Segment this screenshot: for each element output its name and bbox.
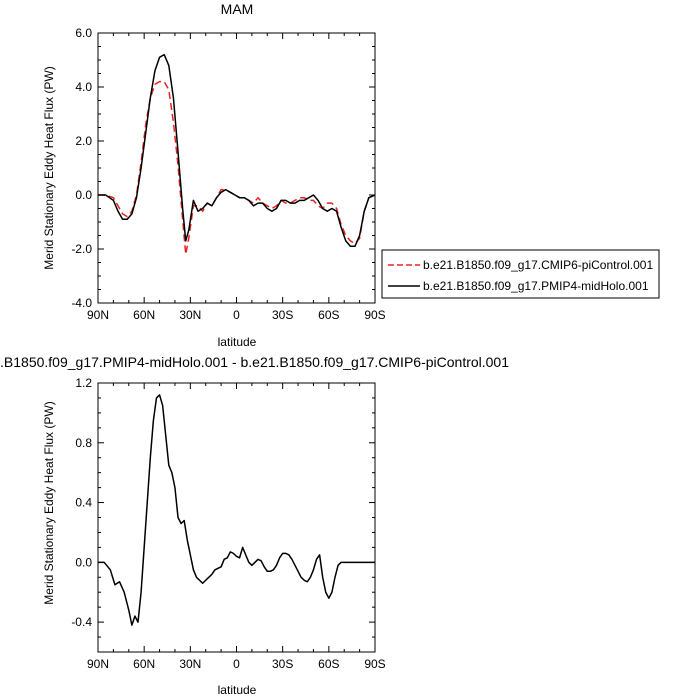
bottom-x-tick-label: 90N — [87, 657, 109, 671]
top-y-tick-label: 2.0 — [75, 134, 92, 148]
bottom-y-tick-label: 0.8 — [75, 436, 92, 450]
top-x-tick-label: 90N — [87, 308, 109, 322]
top-chart-title: MAM — [221, 1, 254, 17]
legend-box — [381, 249, 660, 299]
bottom-plot-area: 90N 60N 30N 0 30S 60S 90S -0.4 0.0 0.4 0.8 1.2 — [71, 376, 385, 671]
bottom-panel: b.e21.B1850.f09_g17.PMIP4-midHolo.001 - … — [0, 354, 509, 697]
bottom-y-tick-label: 0.0 — [75, 555, 92, 569]
top-x-tick-label: 90S — [364, 308, 385, 322]
top-x-tick-label: 30N — [179, 308, 201, 322]
bottom-x-tick-label: 90S — [364, 657, 385, 671]
top-plot-frame — [97, 32, 376, 304]
bottom-x-axis-label: latitude — [218, 683, 257, 697]
top-series-line-1 — [98, 53, 375, 248]
top-series-line-0 — [98, 80, 375, 256]
bottom-x-tick-label: 30N — [179, 657, 201, 671]
top-x-tick-label: 0 — [233, 308, 240, 322]
top-y-tick-label: 0.0 — [75, 188, 92, 202]
bottom-y-axis-label: Merid Stationary Eddy Heat Flux (PW) — [42, 401, 56, 604]
top-x-tick-label: 60S — [318, 308, 339, 322]
top-plot-area: 90N 60N 30N 0 30S 60S 90S -4.0 -2.0 0.0 2.0 4.0 6.0 — [71, 26, 385, 322]
bottom-chart-title: b.e21.B1850.f09_g17.PMIP4-midHolo.001 - … — [0, 354, 509, 370]
bottom-x-tick-label: 30S — [272, 657, 293, 671]
top-y-tick-label: 6.0 — [75, 26, 92, 40]
bottom-series-line-0 — [98, 394, 375, 626]
bottom-x-tick-label: 0 — [233, 657, 240, 671]
top-legend: b.e21.B1850.f09_g17.CMIP6-piControl.001 … — [381, 249, 660, 299]
bottom-y-tick-label: 1.2 — [75, 376, 92, 390]
bottom-x-tick-label: 60S — [318, 657, 339, 671]
bottom-y-tick-label: -0.4 — [71, 615, 92, 629]
bottom-y-tick-label: 0.4 — [75, 496, 92, 510]
top-panel: MAM 90N 60N 30N 0 30S 60S 90S -4.0 -2.0 0.0 2.0 4.0… — [42, 1, 660, 349]
top-y-tick-label: -2.0 — [71, 242, 92, 256]
top-y-tick-label: -4.0 — [71, 296, 92, 310]
bottom-x-tick-label: 60N — [133, 657, 155, 671]
top-x-axis-label: latitude — [218, 335, 257, 349]
top-y-tick-label: 4.0 — [75, 80, 92, 94]
top-x-tick-label: 60N — [133, 308, 155, 322]
legend-label-picontrol: b.e21.B1850.f09_g17.CMIP6-piControl.001 — [423, 258, 653, 272]
top-x-tick-label: 30S — [272, 308, 293, 322]
legend-label-midholo: b.e21.B1850.f09_g17.PMIP4-midHolo.001 — [423, 279, 649, 293]
top-y-axis-label: Merid Stationary Eddy Heat Flux (PW) — [42, 66, 56, 269]
